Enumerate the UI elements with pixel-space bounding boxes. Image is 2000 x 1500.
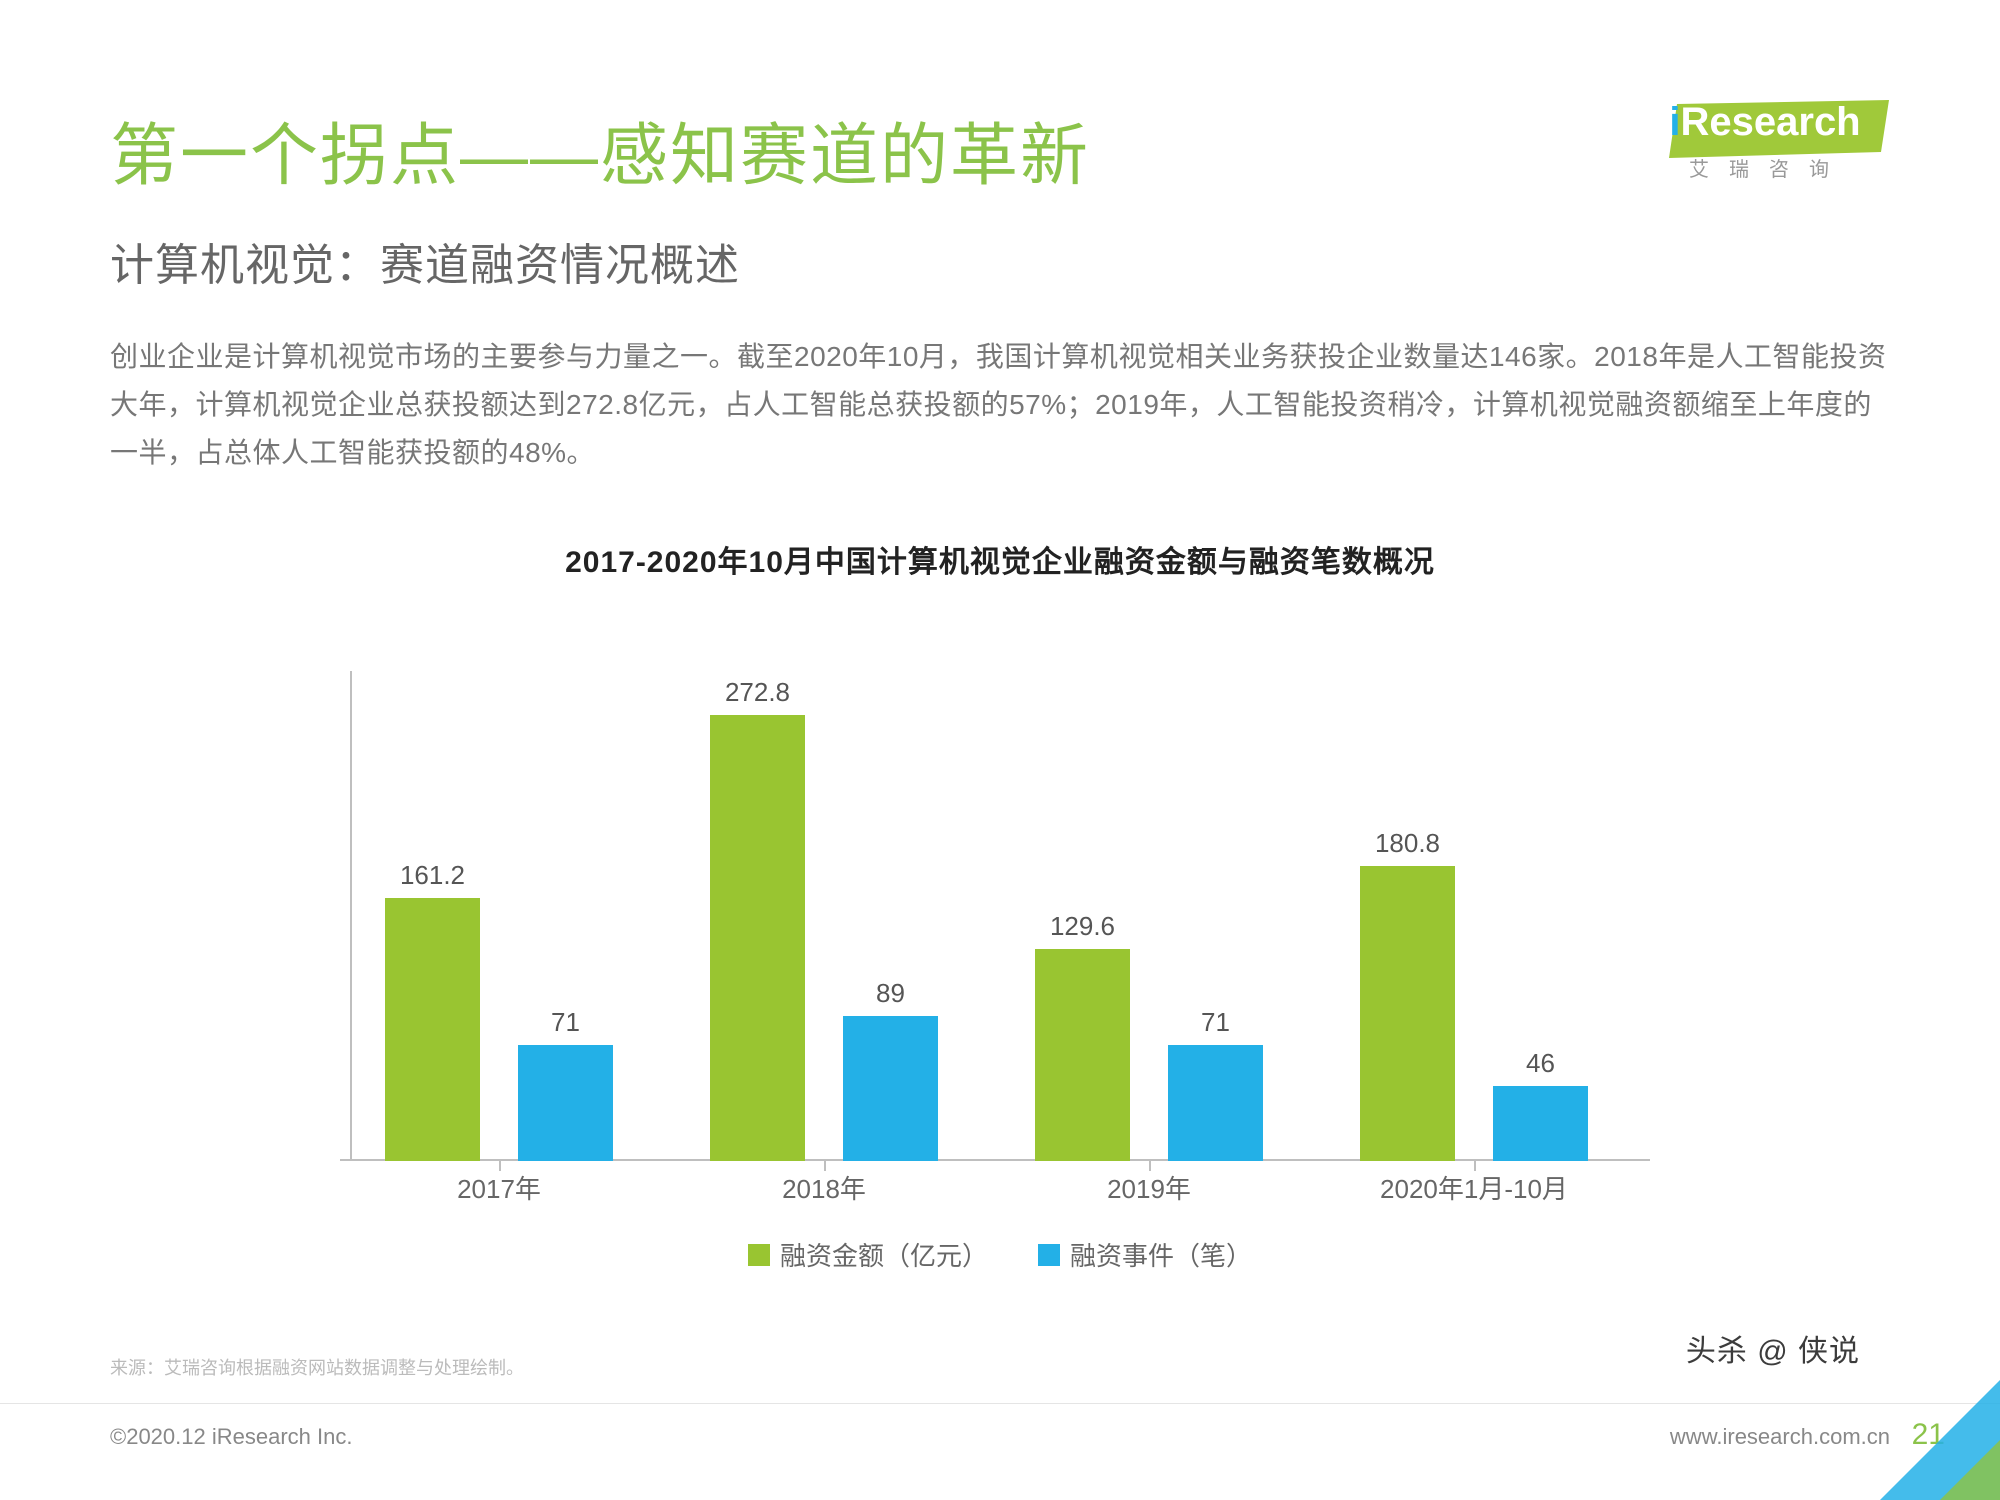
legend-item: 融资事件（笔） [1038, 1236, 1252, 1273]
bar-value-label: 161.2 [385, 860, 480, 891]
legend-swatch [1038, 1244, 1060, 1266]
watermark: 头杀 @ 侠说 [1686, 1326, 1860, 1370]
website: www.iresearch.com.cn [1670, 1424, 1890, 1450]
header: 第一个拐点——感知赛道的革新 计算机视觉：赛道融资情况概述 iResearch … [110, 100, 1890, 293]
bar: 129.6 [1035, 949, 1130, 1161]
bar: 180.8 [1360, 866, 1455, 1161]
bar: 272.8 [710, 715, 805, 1161]
bar-value-label: 89 [843, 978, 938, 1009]
corner-triangle-green [1940, 1440, 2000, 1500]
bar-group: 129.6 71 [1035, 949, 1263, 1161]
slide-page: 第一个拐点——感知赛道的革新 计算机视觉：赛道融资情况概述 iResearch … [0, 0, 2000, 1500]
legend-swatch [748, 1244, 770, 1266]
x-category-label: 2017年 [345, 1169, 653, 1206]
bar: 161.2 [385, 898, 480, 1161]
legend-label: 融资金额（亿元） [780, 1236, 988, 1273]
source-note: 来源：艾瑞咨询根据融资网站数据调整与处理绘制。 [110, 1354, 524, 1380]
bar: 89 [843, 1016, 938, 1161]
x-category-label: 2018年 [670, 1169, 978, 1206]
bar-value-label: 129.6 [1035, 911, 1130, 942]
y-axis-line [350, 671, 352, 1161]
bar-group: 161.2 71 [385, 898, 613, 1161]
legend: 融资金额（亿元） 融资事件（笔） [110, 1236, 1890, 1273]
bar-value-label: 180.8 [1360, 828, 1455, 859]
bar: 46 [1493, 1086, 1588, 1161]
legend-label: 融资事件（笔） [1070, 1236, 1252, 1273]
legend-item: 融资金额（亿元） [748, 1236, 988, 1273]
bar: 71 [518, 1045, 613, 1161]
bar-group: 272.8 89 [710, 715, 938, 1161]
chart-title: 2017-2020年10月中国计算机视觉企业融资金额与融资笔数概况 [110, 537, 1890, 581]
bar-value-label: 71 [518, 1007, 613, 1038]
bar-value-label: 272.8 [710, 677, 805, 708]
bar-value-label: 46 [1493, 1048, 1588, 1079]
main-title: 第一个拐点——感知赛道的革新 [110, 100, 1090, 199]
subtitle: 计算机视觉：赛道融资情况概述 [110, 229, 1090, 293]
copyright: ©2020.12 iResearch Inc. [110, 1424, 352, 1450]
title-block: 第一个拐点——感知赛道的革新 计算机视觉：赛道融资情况概述 [110, 100, 1090, 293]
x-category-label: 2019年 [995, 1169, 1303, 1206]
bar: 71 [1168, 1045, 1263, 1161]
description-text: 创业企业是计算机视觉市场的主要参与力量之一。截至2020年10月，我国计算机视觉… [110, 333, 1890, 477]
footer: ©2020.12 iResearch Inc. www.iresearch.co… [0, 1403, 2000, 1450]
chart-plot: 161.2 71 272.8 89 129.6 71 180.8 46 [350, 671, 1650, 1161]
bar-group: 180.8 46 [1360, 866, 1588, 1161]
logo-text: iResearch [1659, 100, 1860, 144]
chart-area: 161.271272.889129.671180.846 2017年2018年2… [350, 671, 1650, 1231]
bar-value-label: 71 [1168, 1007, 1263, 1038]
logo: iResearch 艾瑞咨询 [1630, 100, 1890, 182]
x-category-label: 2020年1月-10月 [1320, 1169, 1628, 1206]
